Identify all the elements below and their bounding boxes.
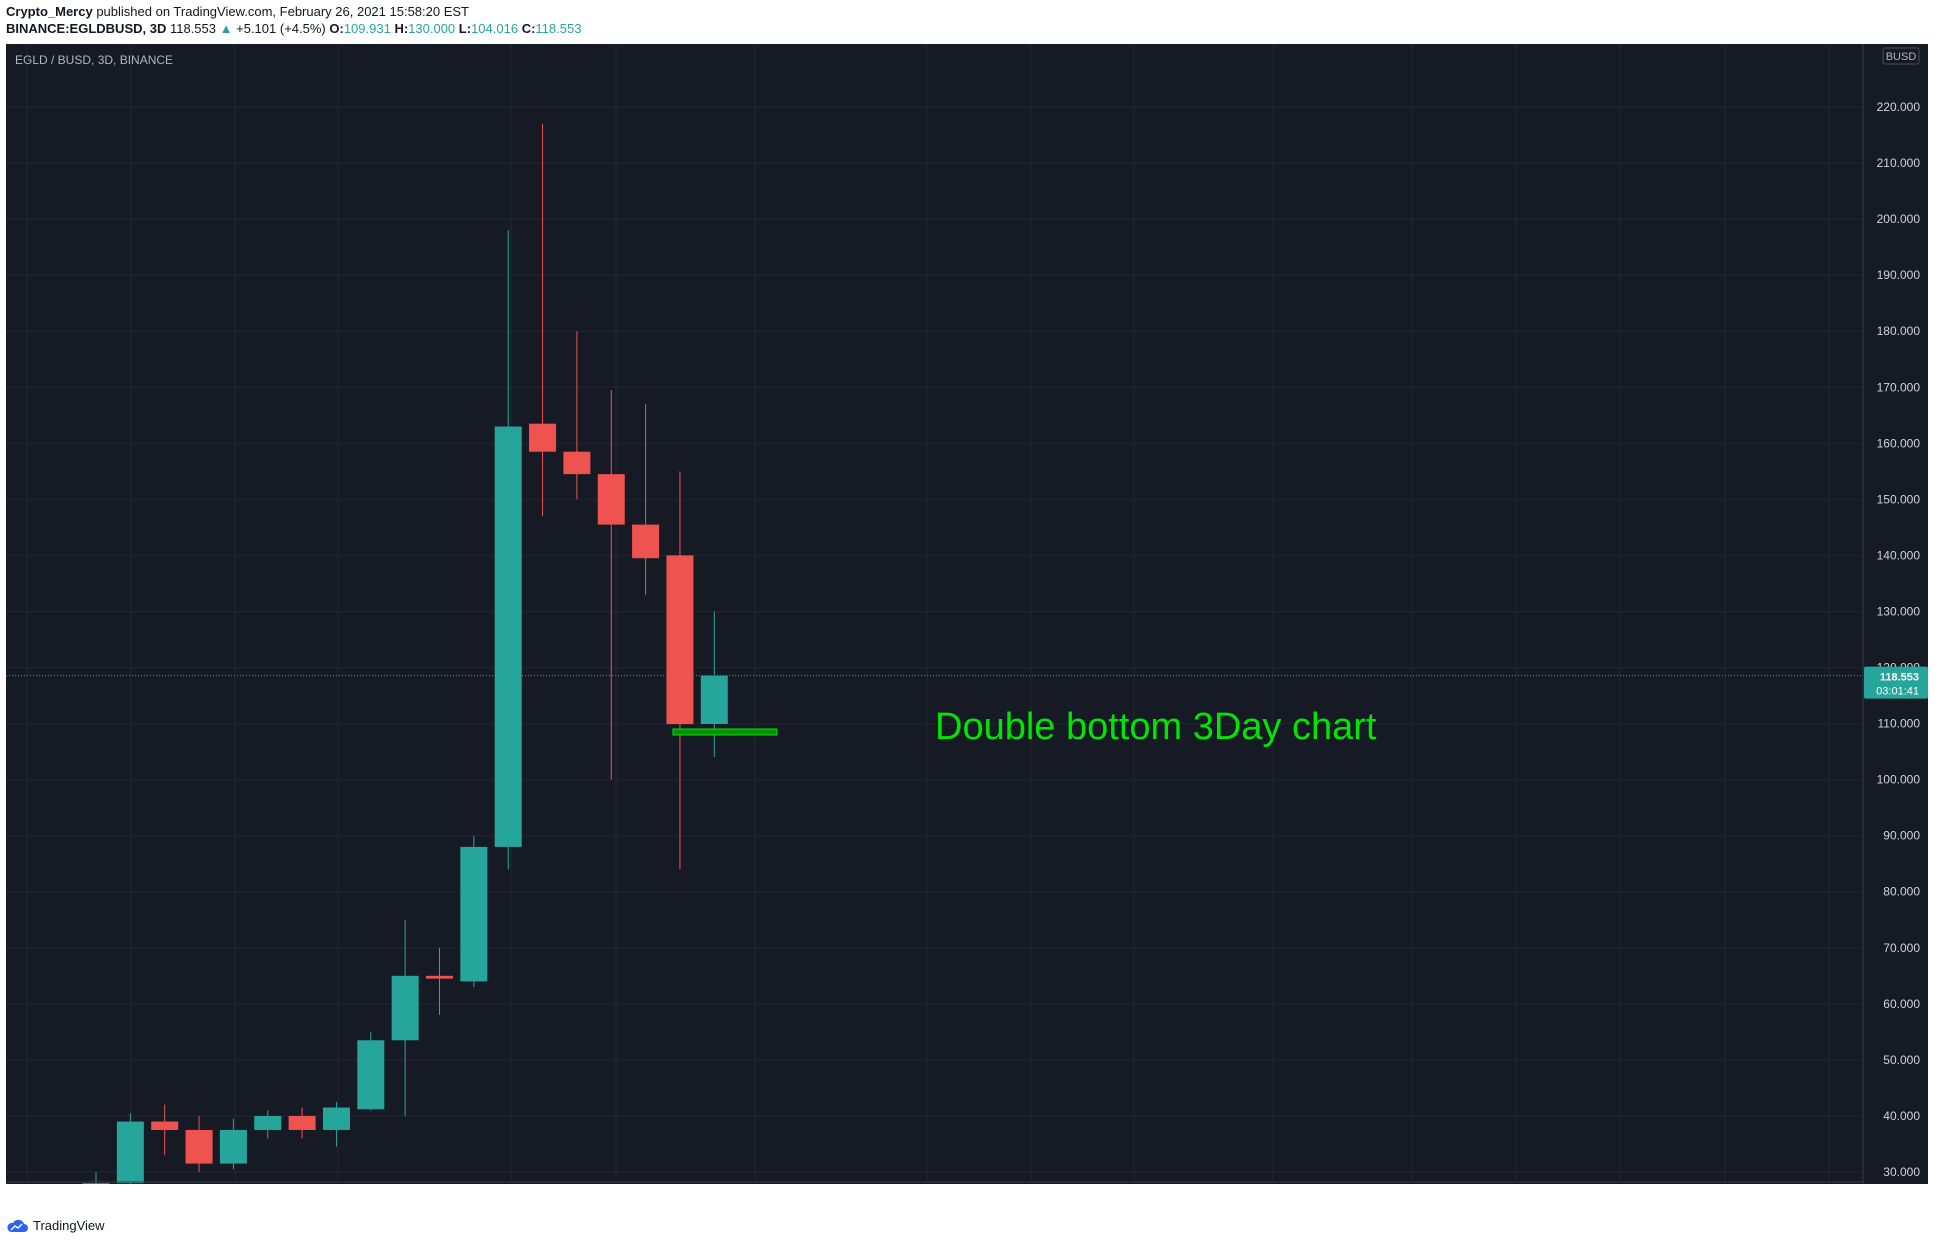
- price-tick-label: 50.000: [1883, 1053, 1920, 1067]
- last-price-badge: 118.553 03:01:41: [1864, 666, 1928, 699]
- bearish-candle: [563, 331, 591, 500]
- bullish-candle: [219, 1118, 247, 1170]
- candle-body: [288, 1115, 316, 1130]
- price-axis[interactable]: 30.000 40.000 50.000 60.000 70.000 80.000 90.0…: [1877, 100, 1921, 1179]
- last-price: 118.553: [169, 21, 216, 36]
- high-label: H:: [394, 21, 409, 36]
- price-tick-label: 60.000: [1883, 997, 1920, 1011]
- open-label: O:: [329, 21, 344, 36]
- price-tick-label: 70.000: [1883, 941, 1920, 955]
- price-tick-label: 90.000: [1883, 829, 1920, 843]
- bullish-candle: [322, 1101, 350, 1147]
- author-name[interactable]: Crypto_Mercy: [6, 4, 93, 19]
- annotation-text[interactable]: Double bottom 3Day chart: [935, 706, 1377, 748]
- footer-brand[interactable]: TradingView: [6, 1218, 105, 1233]
- bearish-candle: [426, 947, 453, 1016]
- bullish-candle: [494, 230, 522, 870]
- chart-background: [6, 44, 1928, 1184]
- price-tick-label: 150.000: [1877, 492, 1921, 506]
- candle-body: [597, 474, 625, 525]
- high-value: 130.000: [408, 21, 456, 36]
- bullish-candle: [116, 1113, 144, 1184]
- open-value: 109.931: [343, 21, 391, 36]
- bearish-candle: [185, 1115, 213, 1172]
- chart-pane[interactable]: Double bottom 3Day chart EGLD / BUSD, 3D…: [6, 44, 1928, 1184]
- price-tick-label: 100.000: [1877, 773, 1921, 787]
- close-label: C:: [521, 21, 536, 36]
- candle-body: [151, 1121, 179, 1130]
- price-tick-label: 80.000: [1883, 885, 1920, 899]
- bearish-candle: [666, 471, 694, 870]
- price-tick-label: 200.000: [1877, 212, 1921, 226]
- candle-body: [116, 1121, 144, 1184]
- candle-body: [185, 1129, 213, 1164]
- price-tick-label: 210.000: [1877, 156, 1921, 170]
- bearish-candle: [632, 404, 660, 595]
- low-label: L:: [458, 21, 472, 36]
- price-tick-label: 170.000: [1877, 380, 1921, 394]
- candle-body: [666, 555, 694, 725]
- candles: [82, 123, 728, 1184]
- bullish-candle: [391, 919, 419, 1116]
- candle-body: [632, 524, 660, 559]
- candle-body: [563, 451, 591, 475]
- candle-body: [391, 975, 419, 1041]
- price-tick-label: 180.000: [1877, 324, 1921, 338]
- candle-body: [219, 1129, 247, 1164]
- bearish-candle: [529, 123, 557, 517]
- price-tick-label: 40.000: [1883, 1109, 1920, 1123]
- candle-body: [460, 846, 488, 982]
- bearish-candle: [151, 1104, 179, 1156]
- currency-badge-box: [1882, 47, 1920, 65]
- price-tick-label: 160.000: [1877, 436, 1921, 450]
- price-tick-label: 110.000: [1878, 717, 1921, 731]
- tradingview-brand: TradingView: [33, 1218, 105, 1233]
- price-tick-label: 220.000: [1877, 100, 1921, 114]
- candle-body: [426, 975, 453, 979]
- bar-countdown: 03:01:41: [1876, 686, 1919, 698]
- last-price-label: 118.553: [1880, 672, 1919, 684]
- bullish-candle: [357, 1031, 385, 1111]
- pane-title: EGLD / BUSD, 3D, BINANCE: [15, 53, 173, 67]
- symbol-label: BINANCE:EGLDBUSD, 3D: [6, 21, 167, 36]
- candle-body: [529, 423, 557, 452]
- candle-body: [700, 675, 728, 724]
- double-bottom-support-line[interactable]: [672, 728, 778, 736]
- price-tick-label: 130.000: [1877, 604, 1921, 618]
- currency-badge: BUSD: [1886, 51, 1917, 63]
- candle-body: [322, 1107, 350, 1130]
- candle-body: [494, 426, 522, 847]
- published-text: published on TradingView.com, February 2…: [96, 4, 469, 19]
- tradingview-cloud-icon: [7, 1219, 28, 1232]
- up-arrow-icon: ▲: [219, 21, 233, 36]
- candle-body: [82, 1183, 110, 1184]
- price-tick-label: 30.000: [1883, 1165, 1920, 1179]
- candlestick-chart[interactable]: Double bottom 3Day chart EGLD / BUSD, 3D…: [6, 44, 1928, 1184]
- low-value: 104.016: [471, 21, 519, 36]
- publish-header: Crypto_Mercy published on TradingView.co…: [6, 4, 469, 19]
- bullish-candle: [82, 1172, 110, 1184]
- price-change: +5.101 (+4.5%): [236, 21, 326, 36]
- candle-body: [254, 1115, 282, 1130]
- price-tick-label: 140.000: [1877, 548, 1921, 562]
- close-value: 118.553: [535, 21, 582, 36]
- bearish-candle: [288, 1107, 316, 1139]
- price-tick-label: 190.000: [1877, 268, 1921, 282]
- bearish-candle: [597, 390, 625, 780]
- ohlc-header: BINANCE:EGLDBUSD, 3D 118.553 ▲ +5.101 (+…: [6, 21, 581, 36]
- candle-body: [357, 1040, 385, 1110]
- bullish-candle: [254, 1110, 282, 1139]
- bullish-candle: [460, 835, 488, 988]
